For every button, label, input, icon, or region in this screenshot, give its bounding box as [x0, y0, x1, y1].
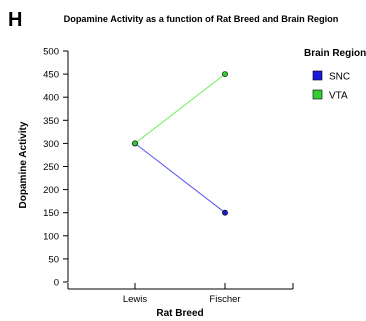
y-tick-label: 500 [43, 47, 59, 58]
x-tick-label: Fischer [209, 294, 240, 305]
y-tick-label: 350 [43, 116, 59, 127]
data-point-vta [222, 71, 228, 77]
data-point-snc [222, 209, 228, 216]
chart-title: Dopamine Activity as a function of Rat B… [64, 14, 339, 24]
y-axis: 0 50 100 150 200 250 300 350 400 450 500 [43, 47, 69, 289]
series-line-vta [134, 73, 226, 144]
y-tick-label: 50 [48, 254, 59, 265]
y-tick-label: 400 [43, 93, 59, 104]
y-tick-label: 150 [43, 208, 59, 219]
series-layer [132, 71, 228, 216]
x-axis-label: Rat Breed [156, 308, 203, 319]
legend-swatch-vta [312, 89, 323, 100]
series-line-snc [134, 143, 226, 214]
y-tick-label: 200 [43, 185, 59, 196]
y-tick-label: 300 [43, 139, 59, 150]
y-tick-label: 100 [43, 231, 59, 242]
legend-label-snc: SNC [329, 72, 350, 83]
y-tick-label: 450 [43, 70, 59, 81]
y-tick-label: 0 [54, 278, 59, 289]
y-axis-label: Dopamine Activity [18, 121, 29, 208]
legend-title: Brain Region [304, 48, 366, 59]
legend: Brain Region SNC VTA [304, 48, 366, 102]
legend-label-vta: VTA [329, 91, 348, 102]
panel-letter: H [8, 9, 22, 31]
x-tick-label: Lewis [123, 294, 148, 305]
data-point-vta [132, 140, 138, 147]
x-axis: Lewis Fischer [67, 283, 294, 305]
legend-swatch-snc [312, 70, 323, 81]
y-tick-label: 250 [43, 162, 59, 173]
